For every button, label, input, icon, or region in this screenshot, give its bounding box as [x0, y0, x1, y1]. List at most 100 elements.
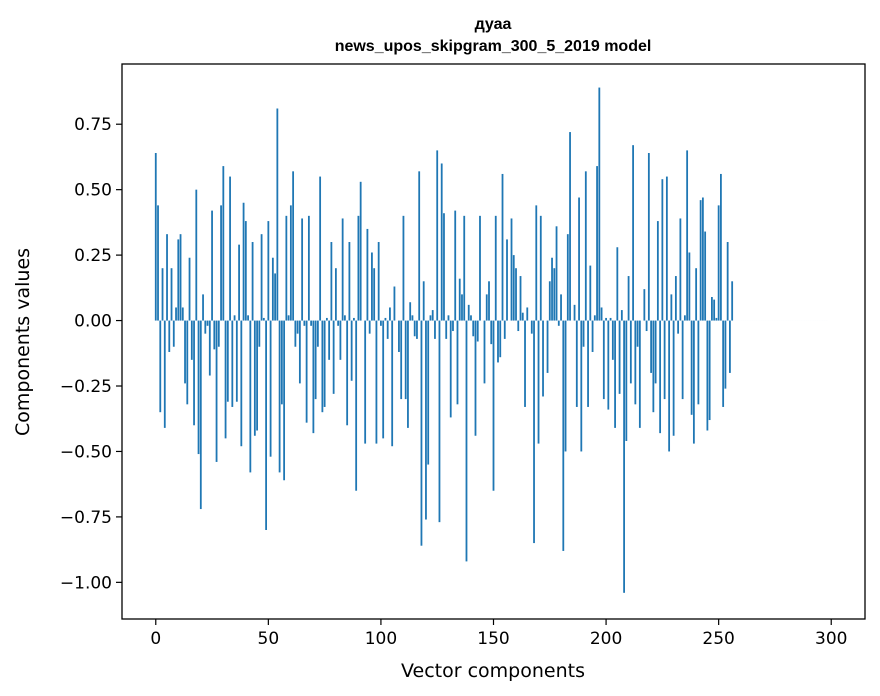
bar-53 — [274, 273, 276, 321]
bar-244 — [704, 231, 707, 321]
bar-37 — [238, 244, 240, 321]
bar-20 — [199, 320, 202, 510]
bar-113 — [409, 302, 412, 321]
bar-120 — [425, 320, 427, 520]
bar-190 — [582, 320, 585, 347]
bar-129 — [445, 320, 448, 339]
bar-139 — [467, 304, 470, 321]
bar-61 — [292, 171, 295, 321]
bar-248 — [713, 299, 716, 321]
bar-155 — [503, 320, 506, 339]
bar-9 — [175, 307, 177, 321]
bar-251 — [720, 173, 722, 321]
bar-72 — [316, 320, 319, 347]
bar-118 — [420, 320, 423, 546]
bar-137 — [463, 215, 466, 321]
bar-131 — [449, 320, 452, 418]
bar-196 — [596, 166, 598, 321]
bar-67 — [305, 320, 308, 423]
bar-112 — [407, 320, 409, 428]
chart-title-line1: дуаа — [475, 16, 512, 33]
bar-38 — [240, 320, 243, 447]
bar-32 — [226, 320, 229, 402]
bar-232 — [677, 320, 680, 334]
bar-180 — [560, 294, 562, 321]
y-axis: 0.75 0.50 0.25 0.00 −0.25 −0.50 −0.75 −1.00 — [60, 115, 122, 593]
bar-111 — [404, 320, 407, 400]
bar-130 — [447, 315, 450, 321]
bar-149 — [490, 320, 493, 345]
bar-43 — [251, 242, 254, 321]
bar-76 — [325, 317, 328, 321]
bar-84 — [344, 315, 346, 321]
bar-26 — [213, 320, 216, 350]
bar-23 — [206, 320, 209, 326]
bar-230 — [672, 320, 675, 436]
bar-99 — [377, 242, 380, 321]
bar-174 — [546, 320, 549, 373]
bar-188 — [578, 197, 580, 321]
bar-77 — [328, 320, 331, 360]
bar-126 — [438, 320, 441, 523]
bar-55 — [278, 320, 281, 473]
bar-95 — [368, 320, 371, 334]
x-tick-label: 100 — [365, 629, 397, 649]
bar-169 — [535, 205, 538, 321]
bar-210 — [627, 276, 630, 321]
bar-11 — [179, 234, 182, 321]
bar-125 — [436, 150, 439, 321]
bar-79 — [332, 320, 335, 394]
bar-205 — [616, 247, 619, 321]
bar-56 — [280, 320, 283, 405]
bar-134 — [456, 320, 459, 405]
bar-231 — [674, 276, 677, 321]
bar-172 — [542, 320, 544, 397]
bar-219 — [647, 153, 650, 321]
bar-22 — [204, 320, 207, 334]
bar-206 — [618, 320, 621, 394]
bar-5 — [166, 234, 168, 321]
bar-6 — [168, 320, 171, 352]
bar-186 — [573, 304, 576, 321]
bar-101 — [382, 320, 385, 439]
bar-221 — [652, 320, 655, 413]
bar-114 — [411, 315, 414, 321]
bar-158 — [510, 218, 513, 321]
bar-104 — [389, 307, 391, 321]
bar-168 — [533, 320, 535, 544]
bar-159 — [512, 255, 515, 321]
bar-83 — [341, 218, 344, 321]
bar-229 — [670, 294, 673, 321]
bar-203 — [611, 320, 614, 360]
bar-93 — [364, 320, 367, 444]
x-tick-label: 50 — [258, 629, 280, 649]
bar-175 — [548, 281, 551, 321]
bar-242 — [699, 200, 702, 321]
bar-240 — [695, 268, 698, 321]
bar-36 — [235, 320, 238, 402]
bar-224 — [659, 320, 662, 434]
bar-45 — [256, 320, 258, 431]
bar-103 — [386, 320, 389, 339]
bar-194 — [591, 320, 594, 352]
bar-106 — [393, 286, 396, 321]
bar-78 — [330, 242, 333, 321]
bar-1 — [157, 205, 159, 321]
y-tick-label: 0.75 — [74, 115, 112, 135]
bar-197 — [598, 87, 601, 321]
bar-80 — [334, 268, 337, 321]
bar-136 — [461, 294, 463, 321]
bar-189 — [580, 320, 583, 452]
bar-147 — [485, 294, 488, 321]
bar-81 — [337, 320, 340, 326]
bar-171 — [539, 215, 542, 321]
bar-235 — [683, 315, 686, 321]
bar-0 — [154, 153, 157, 321]
bar-200 — [605, 317, 607, 321]
bar-254 — [726, 242, 729, 321]
bar-150 — [492, 320, 495, 491]
bar-54 — [276, 108, 279, 321]
bar-152 — [497, 320, 499, 363]
y-tick-label: −0.75 — [60, 508, 112, 528]
bar-184 — [569, 132, 571, 321]
